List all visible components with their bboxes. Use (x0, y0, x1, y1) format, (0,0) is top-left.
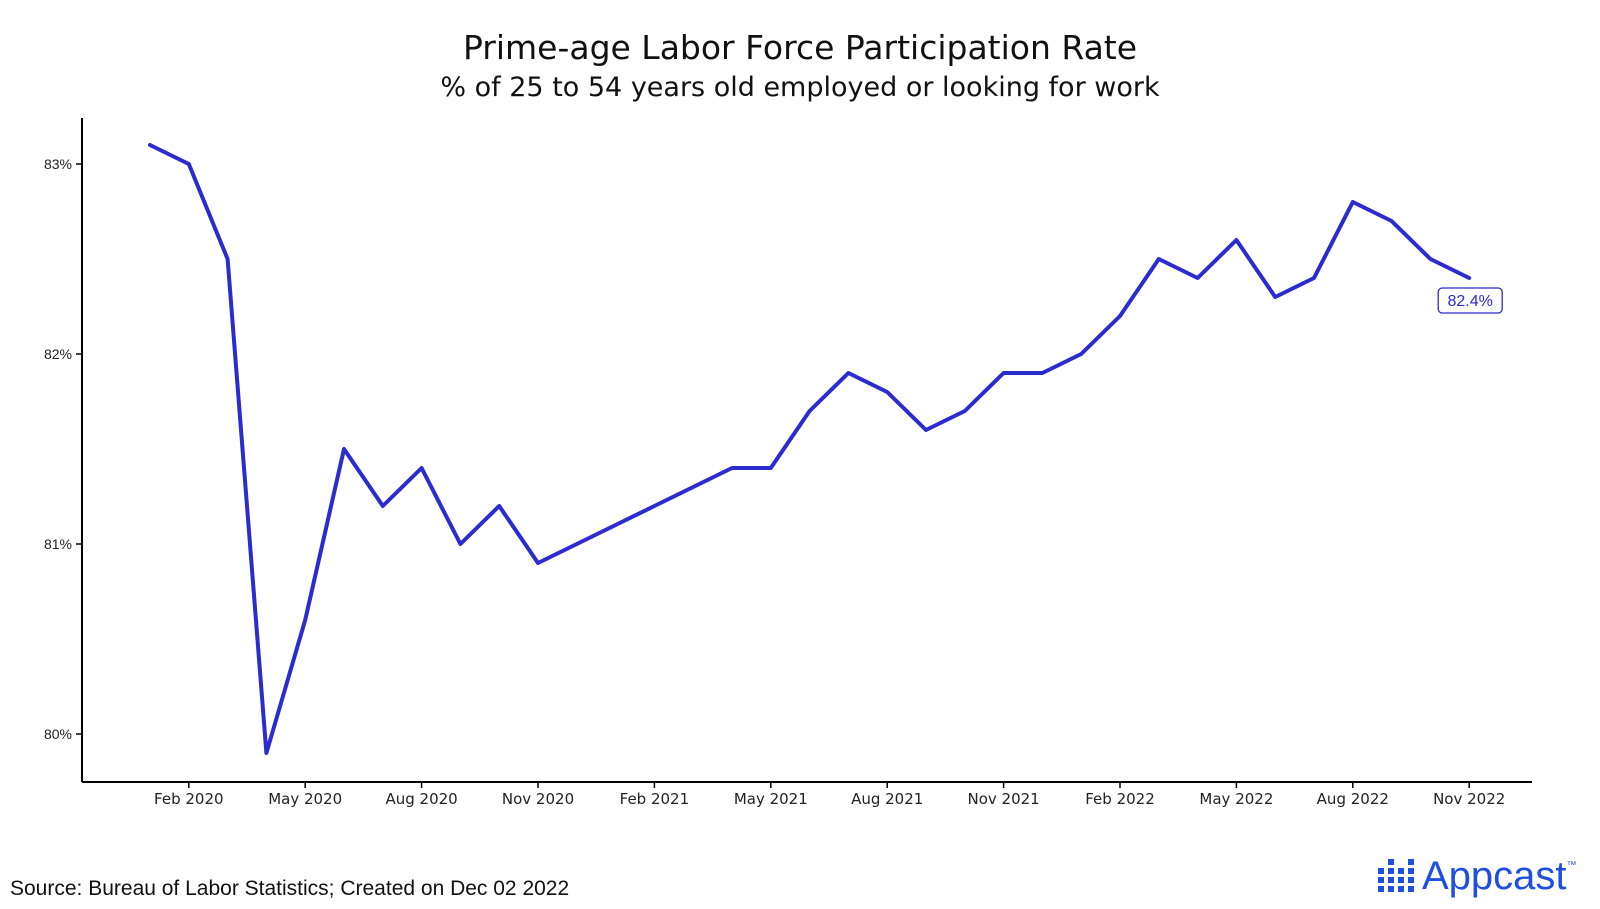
y-tick-label: 82% (44, 346, 72, 362)
chart-title: Prime-age Labor Force Participation Rate (462, 28, 1138, 67)
y-axis-ticks: 80% 81% 82% 83% (44, 156, 82, 742)
data-point (769, 466, 773, 470)
data-point (187, 162, 191, 166)
series-line (148, 143, 1472, 755)
data-point (264, 751, 268, 755)
chart-subtitle: % of 25 to 54 years old employed or look… (440, 72, 1160, 103)
data-point (381, 504, 385, 508)
x-tick-label: Nov 2021 (967, 790, 1039, 808)
end-label-box (1437, 287, 1503, 314)
data-point (536, 561, 540, 565)
data-point (1079, 352, 1083, 356)
data-point (963, 409, 967, 413)
source-note: Source: Bureau of Labor Statistics; Crea… (10, 877, 570, 900)
y-tick-label: 81% (44, 536, 72, 552)
data-point (575, 542, 579, 546)
x-tick-label: Feb 2020 (154, 790, 224, 808)
x-tick-label: Aug 2020 (385, 790, 457, 808)
data-point (1351, 200, 1355, 204)
end-value-label: 82.4% (1448, 293, 1493, 310)
data-point (846, 371, 850, 375)
dot-grid-icon (1378, 859, 1414, 892)
x-axis-ticks: Feb 2020 May 2020 Aug 2020 Nov 2020 Feb 2021… (154, 782, 1505, 808)
data-point (1196, 276, 1200, 280)
series-group (148, 143, 1472, 755)
logo-trademark: ™ (1566, 860, 1577, 871)
data-point (885, 390, 889, 394)
data-point (342, 447, 346, 451)
data-point (1390, 219, 1394, 223)
x-tick-label: Nov 2020 (502, 790, 574, 808)
data-point (1118, 314, 1122, 318)
x-tick-label: Aug 2021 (851, 790, 923, 808)
x-tick-label: Nov 2022 (1433, 790, 1505, 808)
data-point (148, 143, 152, 147)
x-tick-label: May 2020 (268, 790, 342, 808)
x-tick-label: Feb 2022 (1085, 790, 1155, 808)
end-label-group: 82.4% (1437, 287, 1503, 314)
y-tick-label: 80% (44, 726, 72, 742)
data-point (614, 523, 618, 527)
data-point (691, 485, 695, 489)
data-point (458, 542, 462, 546)
data-point (420, 466, 424, 470)
data-point (1040, 371, 1044, 375)
data-point (303, 618, 307, 622)
data-point (1273, 295, 1277, 299)
appcast-logo: Appcast ™ (1378, 852, 1577, 900)
x-tick-label: May 2022 (1199, 790, 1273, 808)
x-tick-label: Aug 2022 (1317, 790, 1389, 808)
x-tick-label: Feb 2021 (620, 790, 690, 808)
data-point (1157, 257, 1161, 261)
data-point (1234, 238, 1238, 242)
data-point (497, 504, 501, 508)
data-point (1467, 276, 1471, 280)
data-point (652, 504, 656, 508)
data-point (808, 409, 812, 413)
y-tick-label: 83% (44, 156, 72, 172)
logo-text: Appcast (1422, 854, 1567, 898)
data-point (226, 257, 230, 261)
data-point (924, 428, 928, 432)
chart-axes (81, 118, 1532, 783)
x-tick-label: May 2021 (734, 790, 808, 808)
data-point (1428, 257, 1432, 261)
data-point (730, 466, 734, 470)
data-point (1312, 276, 1316, 280)
data-point (1002, 371, 1006, 375)
